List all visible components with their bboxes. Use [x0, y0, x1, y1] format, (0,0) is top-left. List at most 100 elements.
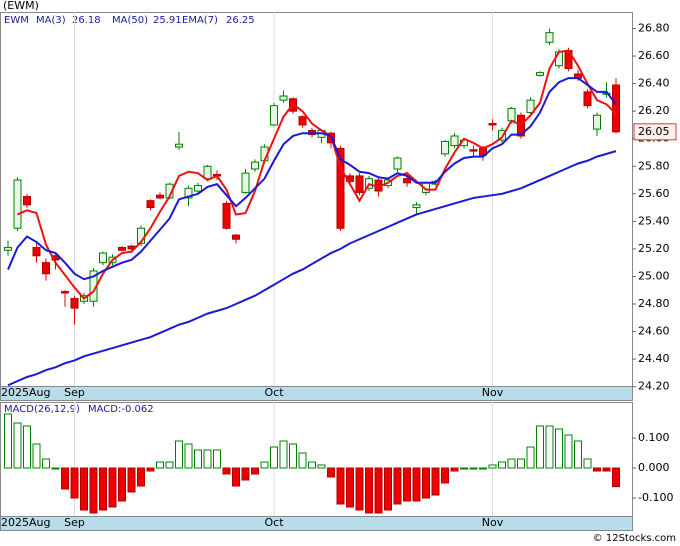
macd-bar [156, 461, 164, 469]
macd-bar [23, 425, 31, 469]
macd-bar [203, 449, 212, 469]
macd-bar [232, 467, 240, 487]
legend-value: 26.18 [72, 15, 101, 26]
candle-body [469, 149, 478, 152]
x-axis-strip [0, 386, 633, 401]
legend-value: 25.91 [153, 15, 182, 26]
macd-bar [422, 467, 430, 499]
candle-body [270, 105, 278, 126]
macd-bar [118, 467, 126, 502]
y-tick-label: 25.80 [638, 159, 670, 172]
macd-bar [355, 467, 364, 511]
macd-bar [612, 467, 620, 488]
y-tick-label: 25.60 [638, 187, 670, 200]
y-tick-label: 24.80 [638, 297, 670, 310]
macd-bar [327, 467, 335, 478]
candle-body [441, 140, 449, 155]
macd-bar [317, 464, 326, 469]
macd-bar [431, 467, 440, 496]
candle-body [355, 175, 364, 193]
macd-bar [346, 467, 354, 508]
macd-bar [184, 443, 193, 469]
macd-bar [165, 461, 174, 469]
macd-bar [564, 434, 573, 469]
macd-bar [89, 467, 98, 514]
line-0 [17, 49, 617, 300]
macd-bar [13, 422, 22, 469]
candle-body [23, 196, 31, 206]
x-tick-label: Sep [64, 386, 85, 399]
candle-body [203, 165, 212, 180]
candle-body [222, 202, 231, 229]
macd-title: MACD(26,12,9) [4, 404, 80, 415]
candle-body [251, 161, 259, 170]
y-tick-label: 24.60 [638, 325, 670, 338]
candle-body [450, 135, 459, 147]
x-tick-label: Sep [64, 516, 85, 529]
macd-bar [393, 467, 402, 505]
macd-bar [384, 467, 392, 511]
candle-body [13, 179, 22, 229]
x-tick-label: 2025Aug [1, 386, 50, 399]
macd-bar [488, 464, 497, 469]
candle-body [61, 291, 69, 294]
macd-bar [507, 458, 516, 469]
macd-bar [298, 452, 307, 469]
line-2 [7, 77, 617, 281]
legend-symbol: EWM [4, 15, 29, 26]
candle-body [555, 51, 563, 67]
macd-bar [32, 443, 41, 469]
x-tick-label: Nov [482, 516, 504, 529]
macd-bar [555, 428, 563, 469]
macd-bar [127, 467, 136, 493]
macd-bar [517, 458, 525, 469]
watermark: © 12Stocks.com [593, 533, 676, 544]
candle-body [241, 172, 250, 193]
macd-bar [241, 467, 250, 481]
candle-body [194, 185, 202, 192]
candle-body [156, 194, 164, 199]
y-tick-label: 25.20 [638, 242, 670, 255]
candle-body [4, 247, 12, 251]
candle-body [118, 247, 126, 251]
macd-bar [460, 467, 468, 470]
candle-body [32, 247, 41, 257]
candle-body [612, 84, 620, 133]
macd-bar [251, 467, 259, 475]
x-axis-strip [0, 516, 633, 531]
candle-body [279, 95, 288, 101]
y-tick-label: 0.100 [638, 431, 670, 444]
macd-bar [498, 461, 506, 469]
macd-bar [61, 467, 69, 490]
x-tick-label: Nov [482, 386, 504, 399]
candle-body [184, 187, 193, 199]
x-tick-label: 2025Aug [1, 516, 50, 529]
legend-label: EMA(7) [182, 15, 218, 26]
macd-bar [42, 458, 50, 469]
macd-bar [146, 467, 155, 472]
y-tick-label: 25.40 [638, 214, 670, 227]
price-frame [0, 12, 633, 401]
macd-bar [70, 467, 79, 499]
macd-bar [469, 467, 478, 470]
candle-body [593, 114, 601, 130]
macd-bar [602, 467, 611, 472]
macd-bar [450, 467, 459, 472]
candle-body [42, 262, 50, 275]
macd-bar [308, 461, 316, 469]
y-tick-label: 26.20 [638, 104, 670, 117]
x-tick-label: Oct [264, 516, 284, 529]
y-tick-label: 24.40 [638, 352, 670, 365]
y-tick-label: 0.000 [638, 461, 670, 474]
candle-body [99, 252, 107, 264]
macd-bar [51, 467, 60, 470]
legend-value: 26.25 [226, 15, 255, 26]
candle-body [412, 204, 421, 209]
candle-body [298, 116, 307, 126]
macd-bar [441, 467, 449, 484]
candle-body [146, 200, 155, 209]
macd-bar [526, 446, 535, 469]
candle-body [232, 234, 240, 240]
